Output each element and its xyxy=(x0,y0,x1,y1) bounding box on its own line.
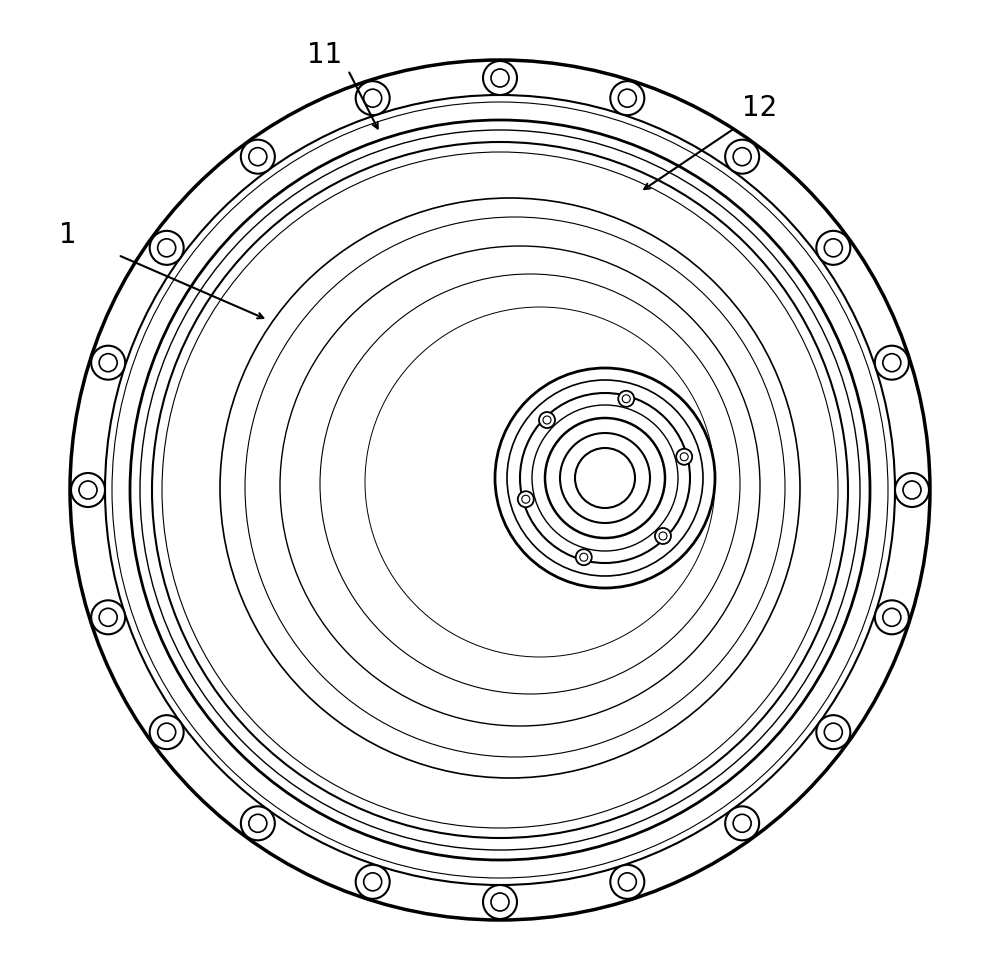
Circle shape xyxy=(150,716,184,749)
Circle shape xyxy=(356,81,390,115)
Circle shape xyxy=(725,807,759,840)
Circle shape xyxy=(576,549,592,565)
Circle shape xyxy=(539,412,555,428)
Circle shape xyxy=(483,885,517,919)
Circle shape xyxy=(518,491,534,507)
Circle shape xyxy=(71,473,105,507)
Circle shape xyxy=(725,140,759,173)
Circle shape xyxy=(91,601,125,634)
Circle shape xyxy=(610,81,644,115)
Circle shape xyxy=(618,391,634,407)
Circle shape xyxy=(241,140,275,173)
Circle shape xyxy=(91,346,125,379)
Circle shape xyxy=(241,807,275,840)
Circle shape xyxy=(816,716,850,749)
Text: 11: 11 xyxy=(307,41,343,69)
Circle shape xyxy=(676,448,692,465)
Text: 1: 1 xyxy=(59,221,77,249)
Circle shape xyxy=(875,601,909,634)
Circle shape xyxy=(655,528,671,544)
Circle shape xyxy=(150,231,184,264)
Circle shape xyxy=(610,865,644,899)
Circle shape xyxy=(483,61,517,95)
Circle shape xyxy=(875,346,909,379)
Circle shape xyxy=(816,231,850,264)
Circle shape xyxy=(895,473,929,507)
Circle shape xyxy=(356,865,390,899)
Text: 12: 12 xyxy=(742,94,778,122)
